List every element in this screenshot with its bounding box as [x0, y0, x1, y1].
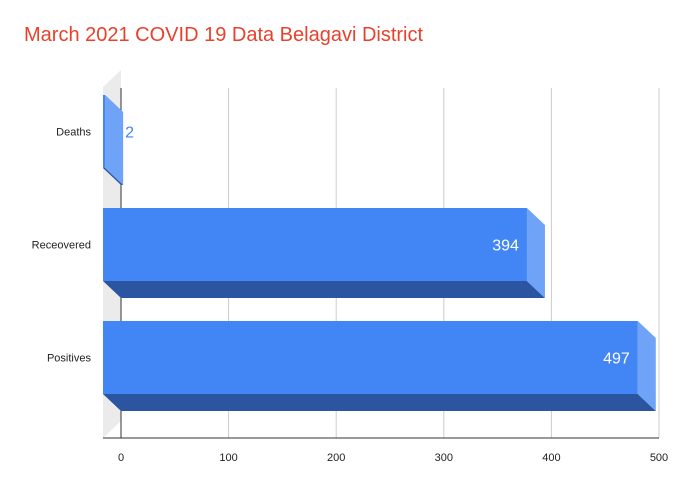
x-tick-label: 400 [542, 452, 560, 464]
data-label: 394 [492, 238, 519, 255]
bar-bottom-face [103, 281, 545, 298]
bar-front-face [103, 95, 106, 168]
bar [103, 208, 545, 298]
chart-title: March 2021 COVID 19 Data Belagavi Distri… [24, 24, 424, 46]
bar-bottom-face [103, 394, 656, 411]
bar [103, 95, 124, 185]
data-label: 2 [125, 125, 134, 142]
category-label: Deaths [56, 127, 91, 139]
bar-bottom-face [103, 168, 124, 185]
category-label: Receovered [32, 240, 91, 252]
bars-layer [103, 95, 656, 411]
labels-layer: 0 100 200 300 400 500 Deaths 2 Receovered 394 Posi… [32, 125, 669, 465]
bar-front-face [103, 321, 638, 394]
bar-end-face [526, 208, 545, 298]
x-tick-label: 100 [219, 452, 237, 464]
bar [103, 321, 656, 411]
category-label: Positives [47, 353, 92, 365]
data-label: 497 [603, 351, 630, 368]
x-tick-label: 0 [118, 452, 124, 464]
bar-front-face [103, 208, 527, 281]
bar-end-face [105, 95, 124, 185]
x-tick-label: 200 [327, 452, 345, 464]
bar-end-face [637, 321, 656, 411]
x-tick-label: 500 [650, 452, 668, 464]
x-tick-label: 300 [435, 452, 453, 464]
